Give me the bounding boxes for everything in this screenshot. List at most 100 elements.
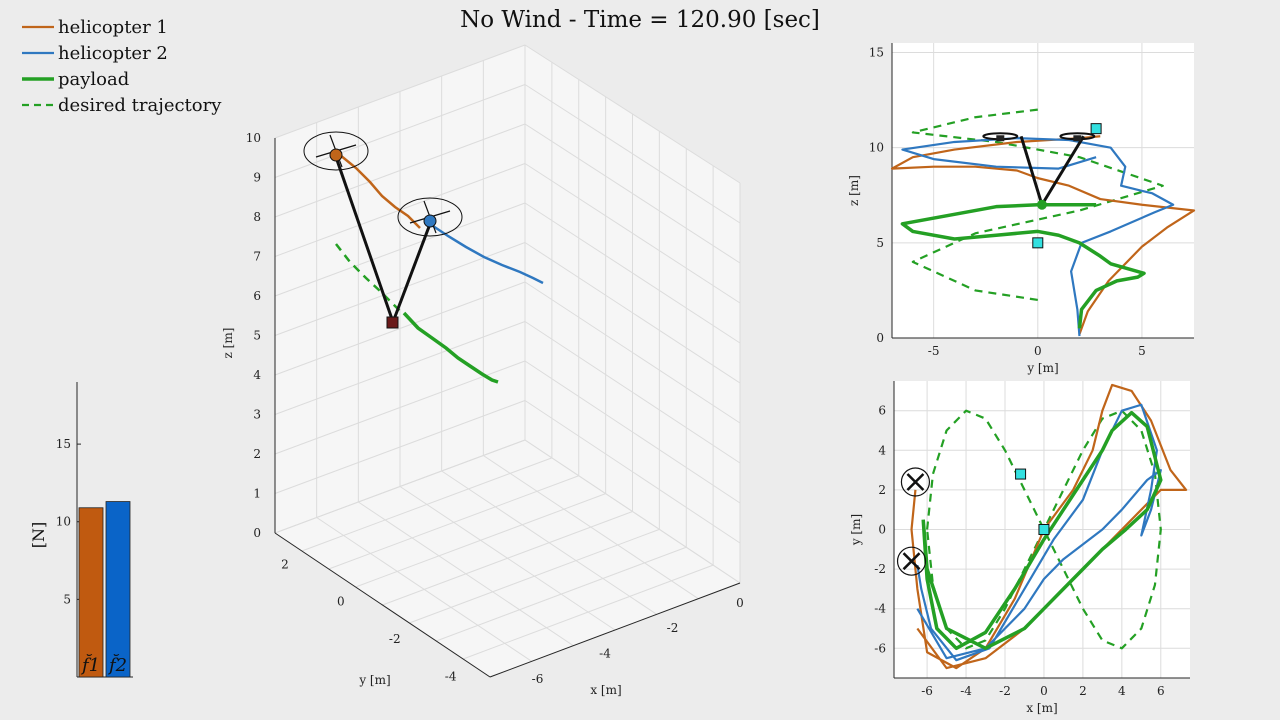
cable-side-2 (1040, 135, 1085, 206)
y-tick-label: 2 (878, 483, 886, 497)
figure-title: No Wind - Time = 120.90 [sec] (460, 7, 820, 33)
payload-path-3d (402, 311, 499, 384)
y-tick-label: 0 (337, 595, 345, 609)
force-bar-chart: 5 10 15 [N] f̆1 f̆2 (29, 382, 133, 678)
force-bar-label-2: f̆2 (107, 653, 127, 676)
grid-line (409, 528, 660, 624)
x-tick-label: 2 (1079, 684, 1087, 698)
legend-label-2: helicopter 2 (58, 43, 168, 64)
legend-label-4: desired trajectory (58, 95, 222, 116)
x-tick-label: 0 (736, 596, 744, 610)
payload-path (900, 203, 1146, 329)
rotor-blade (906, 473, 925, 491)
x-tick-label: -6 (532, 672, 544, 686)
helicopter-body-3d-2 (423, 214, 437, 228)
x-tick-label: -2 (999, 684, 1011, 698)
side-view-plot: -5 0 5 0 5 10 15 y [m] z [m] (847, 43, 1196, 375)
y-tick-label: 4 (878, 443, 886, 457)
z-tick-label: 0 (253, 526, 261, 540)
helicopter-1-path-3d (339, 154, 421, 229)
x-tick-label: -5 (928, 344, 940, 358)
grid-line (382, 511, 633, 606)
helicopter-2-path-3d (429, 222, 544, 285)
grid-line (301, 457, 553, 552)
cable-1-3d (335, 159, 395, 323)
3d-trajectory-plot: 0 1 2 3 4 5 6 7 8 9 10 2 0 -2 -4 0 -2 -4 -6 z [m] y [m] x [m] (221, 44, 744, 697)
top-view-plot: -6 -4 -2 0 2 4 6 -6 -4 -2 0 2 4 6 x [m] y [m] (849, 381, 1190, 715)
z-tick-label: 7 (253, 250, 261, 264)
rotor-blade (902, 552, 921, 571)
bar-y-tick-label: 10 (56, 515, 71, 529)
cable-2-3d (391, 223, 432, 323)
payload-path (921, 410, 1163, 651)
helicopter-body-side-1 (996, 135, 1005, 142)
y-axis-label: y [m] (358, 673, 390, 687)
force-bar-label-1: f̆1 (80, 653, 100, 676)
x-tick-label: -4 (960, 684, 972, 698)
y-tick-label: -4 (445, 670, 457, 684)
helicopter1-path (890, 135, 1196, 335)
payload-box-3d (386, 316, 399, 329)
grid-line (328, 475, 579, 570)
bar-y-tick-label: 15 (56, 437, 71, 451)
desired-path (926, 409, 1162, 650)
z-axis-label: z [m] (221, 328, 235, 359)
y-axis (274, 532, 491, 678)
y-tick-label: 0 (878, 523, 886, 537)
x-tick-label: 5 (1138, 344, 1146, 358)
rotor-disc-3d-2 (397, 197, 463, 237)
z-tick-label: 10 (246, 131, 261, 145)
rotor-disc-top-2 (896, 546, 927, 576)
legend-label-1: helicopter 1 (58, 17, 168, 38)
waypoint-marker-1 (1015, 468, 1027, 480)
bar-y-axis-label: [N] (29, 522, 48, 548)
helicopter2-path (916, 403, 1162, 662)
waypoint-marker-2 (1090, 123, 1102, 135)
z-tick-label: 1 (253, 487, 261, 501)
z-tick-label: 5 (253, 329, 261, 343)
force-bar-1 (78, 507, 104, 678)
y-tick-label: 5 (876, 236, 884, 250)
y-tick-label: 10 (869, 141, 884, 155)
grid-line (274, 439, 526, 534)
force-bar-2 (105, 501, 131, 678)
y-tick-label: -6 (874, 641, 886, 655)
helicopter-body-side-2 (1073, 135, 1082, 142)
z-tick-label: 9 (253, 171, 261, 185)
y-axis-label: z [m] (847, 175, 861, 206)
y-tick-label: -2 (389, 632, 401, 646)
z-tick-label: 6 (253, 289, 261, 303)
grid-line (462, 564, 714, 660)
x-tick-label: 6 (1157, 684, 1165, 698)
y-tick-label: -2 (874, 562, 886, 576)
rotor-disc-3d-1 (303, 131, 369, 171)
y-axis-label: y [m] (849, 514, 863, 546)
waypoint-marker-1 (1032, 237, 1044, 249)
y-tick-label: 0 (876, 331, 884, 345)
bar-y-tick-label: 5 (63, 592, 71, 606)
x-axis-label: y [m] (1026, 361, 1058, 375)
desired-trajectory-3d (335, 243, 403, 314)
y-tick-label: 6 (878, 404, 886, 418)
x-tick-label: 4 (1118, 684, 1126, 698)
y-tick-label: 2 (281, 557, 289, 571)
y-tick-label: -4 (874, 602, 886, 616)
x-tick-label: -6 (921, 684, 933, 698)
desired-path (911, 108, 1164, 302)
x-axis-label: x [m] (590, 683, 621, 697)
z-tick-label: 4 (253, 368, 261, 382)
grid-line (355, 493, 606, 588)
x-tick-label: 0 (1040, 684, 1048, 698)
legend: helicopter 1 helicopter 2 payload desired t… (22, 17, 222, 116)
x-axis (489, 582, 741, 678)
y-tick-label: 15 (869, 46, 884, 60)
grid-line (436, 546, 687, 642)
z-tick-label: 2 (253, 447, 261, 461)
waypoint-marker-2 (1038, 524, 1050, 535)
z-tick-label: 8 (253, 210, 261, 224)
legend-label-3: payload (58, 69, 129, 90)
helicopter-body-3d-1 (329, 148, 343, 162)
x-axis-label: x [m] (1026, 701, 1057, 715)
z-tick-label: 3 (253, 408, 261, 422)
